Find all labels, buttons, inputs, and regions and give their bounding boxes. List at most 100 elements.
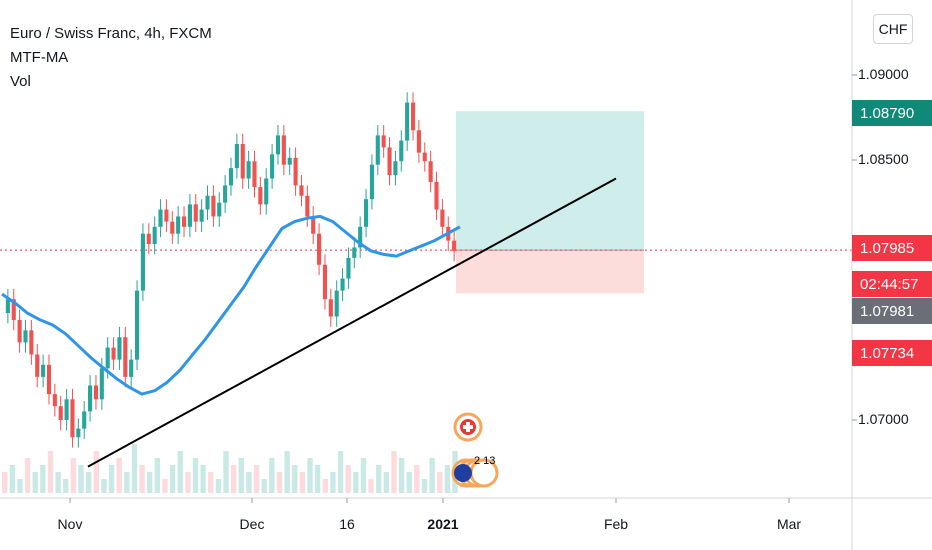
indicator-mtf-ma[interactable]: MTF-MA — [10, 49, 69, 66]
price-tick: 1.08500 — [858, 151, 909, 167]
candle-body — [70, 399, 75, 438]
volume-bar — [231, 465, 237, 493]
volume-bar — [63, 479, 69, 493]
candle-body — [193, 204, 198, 222]
volume-bar — [200, 465, 206, 493]
volume-bar — [345, 465, 351, 493]
candle-body — [264, 178, 269, 205]
volume-bar — [139, 465, 145, 493]
volume-bar — [93, 451, 99, 493]
currency-button[interactable]: CHF — [873, 14, 913, 44]
candle-body — [129, 359, 134, 377]
volume-bar — [32, 472, 38, 493]
candle-body — [181, 216, 187, 227]
volume-bar — [406, 472, 412, 493]
volume-bar — [223, 451, 229, 493]
candle-body — [440, 209, 445, 227]
volume-bar — [238, 458, 244, 493]
time-label-nov: Nov — [57, 516, 83, 532]
volume-bar — [353, 472, 359, 493]
candle-body — [305, 195, 310, 217]
candle-body — [111, 347, 116, 360]
candle-body — [340, 278, 345, 291]
volume-bar — [391, 451, 397, 493]
candle-body — [140, 233, 145, 291]
candle-body — [258, 187, 263, 205]
eu-flag-icon — [454, 464, 472, 482]
volume-bar — [261, 479, 267, 493]
target-zone — [456, 111, 644, 251]
candle-body — [405, 102, 410, 141]
candle-body — [281, 135, 286, 165]
candle-body — [399, 140, 404, 162]
candle-body — [52, 394, 57, 407]
candle-body — [134, 290, 140, 360]
event-count-label: 2 13 — [474, 455, 495, 467]
volume-bar — [177, 451, 183, 493]
candle-body — [422, 152, 427, 162]
time-label-feb: Feb — [603, 516, 629, 532]
volume-bar — [215, 479, 222, 493]
candle-body — [387, 147, 392, 176]
candle-body — [270, 154, 275, 179]
candle-body — [82, 411, 87, 429]
volume-bar — [131, 444, 138, 493]
candle-body — [211, 195, 216, 217]
time-label-dec: Dec — [239, 516, 265, 532]
volume-bar — [169, 465, 176, 493]
last-price-tag: 1.07985 — [852, 235, 932, 261]
candle-body — [452, 240, 457, 251]
candle-body — [205, 195, 210, 210]
candle-body — [17, 319, 22, 343]
candle-body — [29, 330, 34, 355]
volume-bar — [269, 458, 275, 493]
volume-bar — [437, 472, 443, 493]
candle-body — [369, 164, 374, 200]
trend-line — [87, 177, 617, 468]
volume-bar — [307, 458, 313, 493]
candle-body — [117, 337, 122, 360]
stop-price-tag: 1.07734 — [852, 340, 932, 366]
candle-body — [234, 144, 239, 169]
target-price-tag: 1.08790 — [852, 100, 932, 126]
candle-body — [105, 347, 110, 369]
volume-bar — [299, 472, 306, 493]
indicator-vol[interactable]: Vol — [10, 73, 31, 90]
candle-body — [146, 233, 151, 245]
volume-bar — [376, 465, 382, 493]
symbol-title[interactable]: Euro / Swiss Franc, 4h, FXCM — [10, 25, 212, 42]
candle-body — [187, 204, 192, 227]
candle-body — [416, 130, 421, 153]
candle-body — [334, 290, 339, 317]
candle-body — [41, 364, 46, 377]
candle-body — [293, 157, 298, 186]
candle-body — [240, 144, 245, 179]
volume-bar — [101, 479, 107, 493]
volume-bar — [330, 472, 336, 493]
time-label-2021: 2021 — [427, 516, 459, 532]
volume-bar — [70, 458, 77, 493]
volume-bar — [368, 479, 374, 493]
candle-body — [5, 299, 10, 314]
candle-body — [23, 330, 28, 343]
candle-body — [199, 209, 204, 222]
volume-bar — [314, 465, 321, 493]
volume-bar — [55, 472, 61, 493]
candle-body — [35, 354, 40, 377]
candle-body — [11, 299, 16, 320]
volume-bar — [47, 451, 54, 493]
volume-bar — [292, 465, 298, 493]
candle-body — [170, 221, 175, 234]
volume-bar — [322, 479, 328, 493]
candle-body — [164, 209, 169, 222]
candle-body — [217, 202, 222, 217]
candle-body — [322, 264, 328, 300]
volume-bar — [2, 472, 8, 493]
candle-body — [228, 168, 234, 186]
volume-bar — [116, 458, 122, 493]
volume-bar — [276, 472, 283, 493]
candle-body — [152, 226, 157, 245]
volume-bar — [398, 458, 405, 493]
